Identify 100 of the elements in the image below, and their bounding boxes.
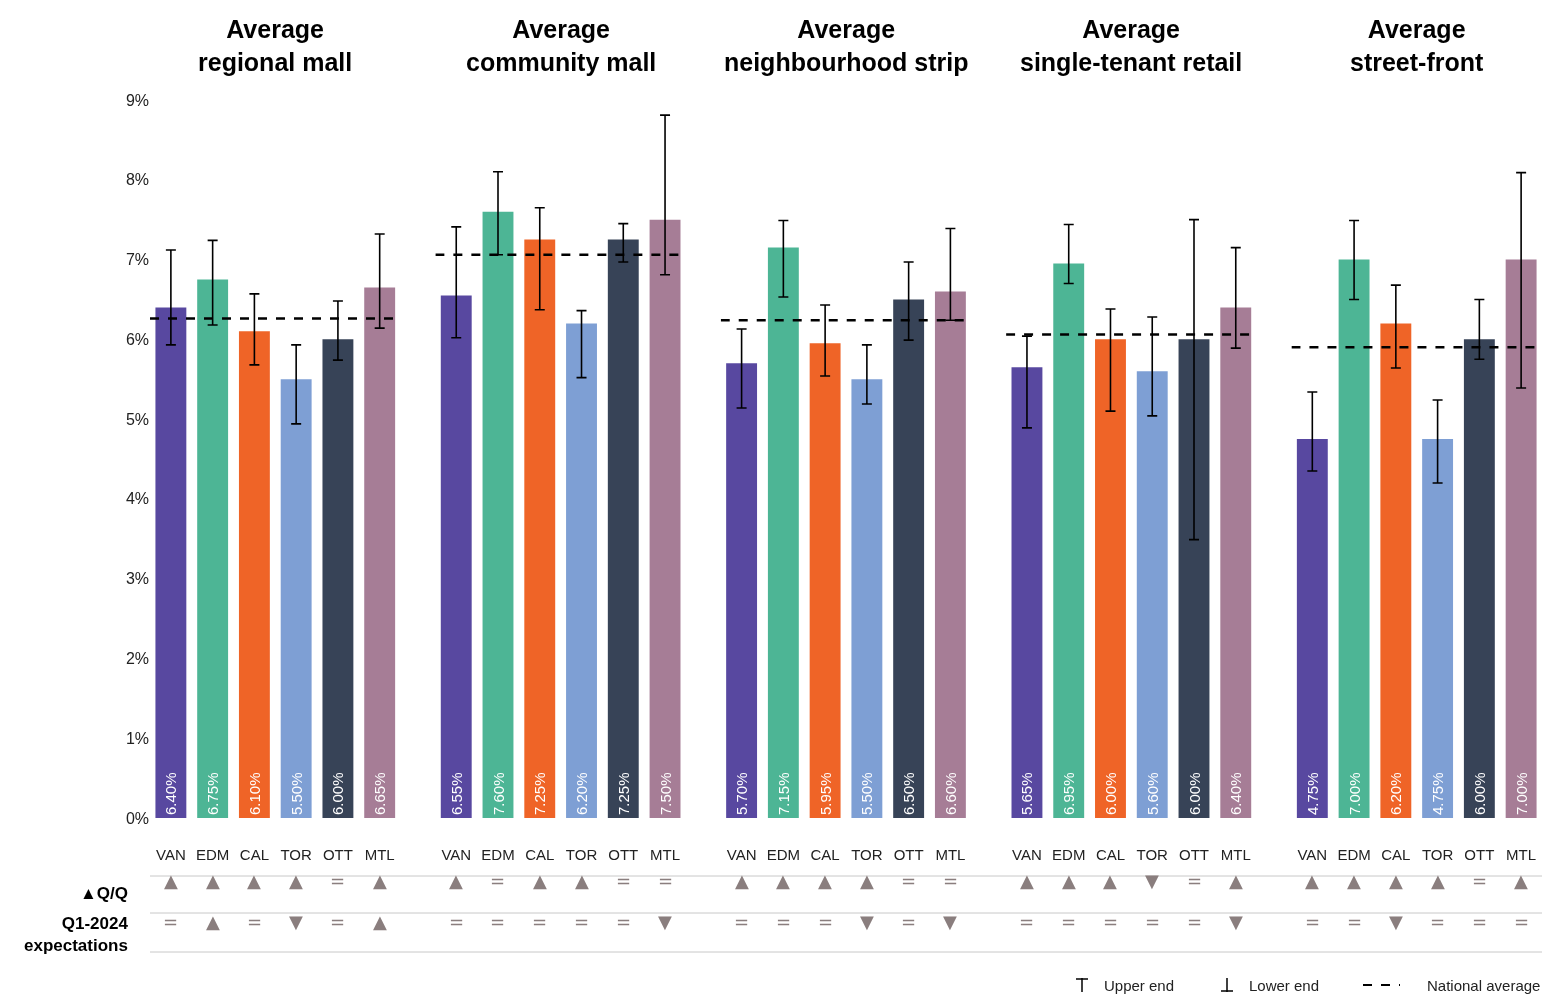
x-tick-label: CAL: [239, 846, 269, 863]
data-label: 6.00%: [329, 772, 347, 815]
x-tick-label: CAL: [525, 846, 555, 863]
data-label: 6.40%: [1227, 772, 1245, 815]
text: =: [658, 870, 674, 891]
bar: [482, 211, 514, 818]
data-label: 7.15%: [774, 772, 792, 815]
x-tick-label: MTL: [1506, 846, 1537, 863]
x-tick-label: EDM: [1337, 846, 1371, 863]
data-label: 7.00%: [1512, 772, 1530, 815]
data-label: 5.50%: [858, 772, 876, 815]
x-tick-label: VAN: [1297, 846, 1328, 863]
text: ▼: [1145, 870, 1159, 891]
x-tick-label: TOR: [851, 846, 883, 863]
bar: [524, 239, 556, 818]
text: =: [574, 911, 590, 932]
text: =: [1430, 911, 1446, 932]
bar: [322, 339, 354, 818]
text: =: [901, 870, 917, 891]
legend-label: National average: [1427, 977, 1541, 994]
bar: [1422, 439, 1454, 818]
text: ▲: [533, 870, 547, 891]
chart-title: Average community mall: [466, 15, 657, 76]
y-tick-label: 3%: [125, 570, 149, 588]
x-tick-label: MTL: [1220, 846, 1251, 863]
text: Upper end: [1104, 977, 1175, 994]
bar: [934, 291, 966, 818]
text: =: [330, 870, 346, 891]
bar: [1011, 367, 1043, 818]
x-tick-label: OTT: [608, 846, 639, 863]
bar: [1380, 323, 1412, 818]
text: ▼: [860, 911, 874, 932]
text: ▲: [1389, 870, 1403, 891]
text: ▼: [1229, 911, 1243, 932]
x-tick-label: VAN: [726, 846, 757, 863]
data-label: 7.25%: [531, 772, 549, 815]
y-tick-label: 7%: [125, 251, 149, 269]
text: ▲: [247, 870, 261, 891]
x-tick-label: OTT: [1464, 846, 1495, 863]
text: ▲: [1062, 870, 1076, 891]
text: ▲: [818, 870, 832, 891]
bar: [1505, 259, 1537, 818]
text: =: [1514, 911, 1530, 932]
x-tick-label: TOR: [565, 846, 598, 863]
text: =: [943, 870, 959, 891]
chart-title: Average regional mall: [198, 15, 353, 76]
text: ▼: [289, 911, 303, 932]
x-tick-label: TOR: [1136, 846, 1169, 863]
data-label: 5.50%: [287, 772, 305, 815]
bar: [197, 279, 229, 818]
x-tick-label: VAN: [441, 846, 472, 863]
data-label: 4.75%: [1303, 772, 1321, 815]
text: =: [1347, 911, 1363, 932]
y-tick-label: 6%: [125, 330, 149, 348]
text: =: [490, 911, 506, 932]
text: ▲: [1229, 870, 1243, 891]
text: =: [1472, 911, 1488, 932]
chart-title: Average neighbourhood strip: [724, 15, 969, 76]
text: =: [1187, 911, 1203, 932]
bar: [1463, 339, 1495, 818]
bar: [1053, 263, 1085, 818]
data-label: 6.55%: [447, 772, 465, 815]
text: =: [1061, 911, 1077, 932]
text: ▼: [943, 911, 957, 932]
text: ▲: [373, 911, 387, 932]
text: ▲Q/Q: [80, 884, 128, 903]
data-label: 7.00%: [1345, 772, 1363, 815]
x-tick-label: CAL: [810, 846, 840, 863]
text: =: [1145, 911, 1161, 932]
x-tick-label: VAN: [156, 846, 186, 863]
data-label: 5.65%: [1018, 772, 1036, 815]
text: ▲: [1305, 870, 1319, 891]
text: =: [449, 911, 465, 932]
data-label: 6.60%: [941, 772, 959, 815]
text: =: [616, 870, 632, 891]
bar: [649, 219, 681, 818]
x-tick-label: OTT: [893, 846, 924, 863]
text: ▲: [776, 870, 790, 891]
text: =: [1103, 911, 1119, 932]
text: =: [532, 911, 548, 932]
data-label: 5.95%: [816, 772, 834, 815]
text: ▲: [206, 911, 220, 932]
text: =: [247, 911, 263, 932]
text: ▲: [735, 870, 749, 891]
data-label: 6.95%: [1060, 772, 1078, 815]
bar: [440, 295, 472, 818]
x-tick-label: MTL: [364, 846, 395, 863]
y-tick-label: 1%: [125, 729, 149, 747]
data-label: 7.60%: [489, 772, 507, 815]
x-tick-label: EDM: [481, 846, 515, 863]
x-tick-label: MTL: [650, 846, 681, 863]
bar: [1095, 339, 1126, 818]
text: ▲: [164, 870, 178, 891]
x-tick-label: EDM: [1052, 846, 1086, 863]
data-label: 7.50%: [656, 772, 674, 815]
bar: [1220, 307, 1252, 818]
data-label: 6.40%: [162, 772, 180, 815]
data-label: 6.20%: [573, 772, 591, 815]
text: ▲: [449, 870, 463, 891]
text: ▲: [1103, 870, 1117, 891]
